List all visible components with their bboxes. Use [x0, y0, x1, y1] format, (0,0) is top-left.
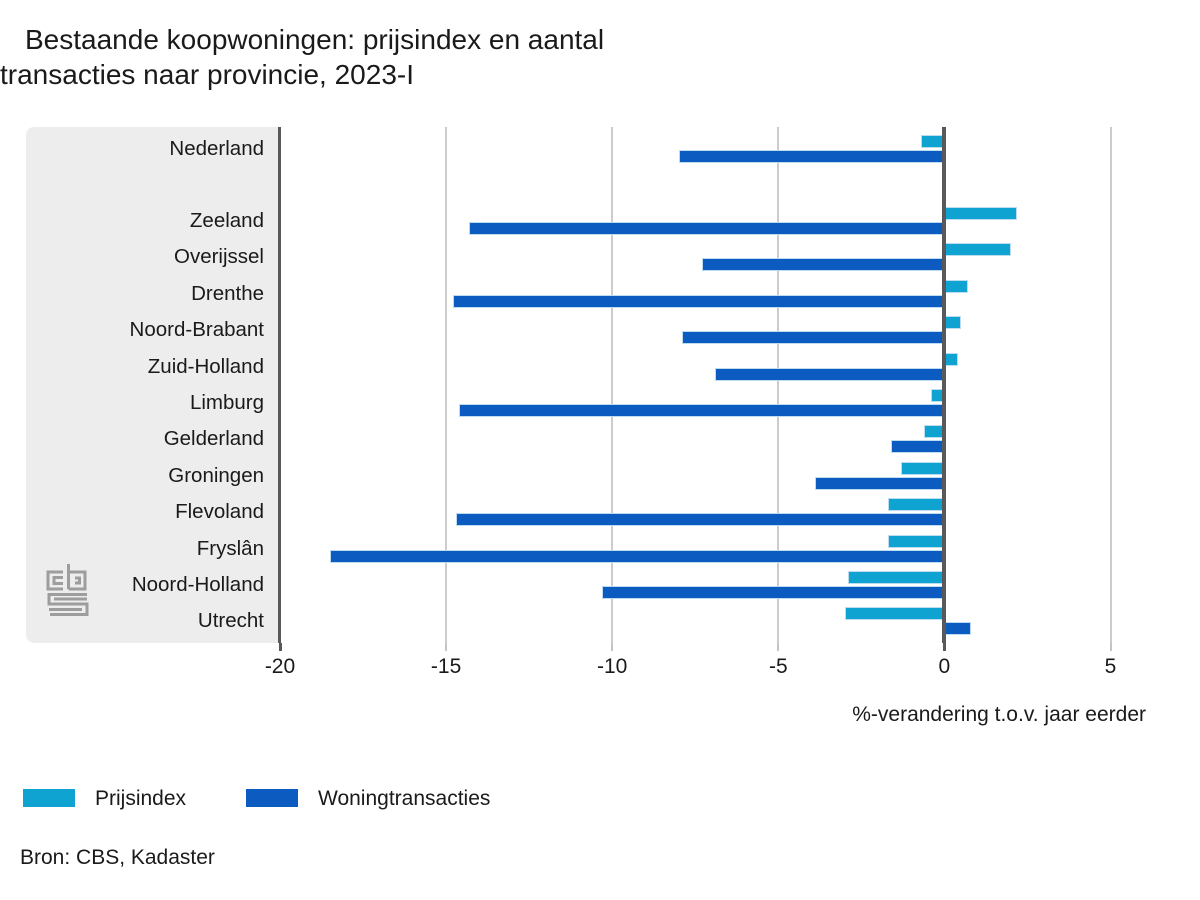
- bar-woningtransacties-drenthe: [452, 294, 945, 308]
- x-axis-tick: [445, 643, 448, 651]
- bar-woningtransacties-gelderland: [891, 440, 945, 454]
- legend-label-woningtransacties: Woningtransacties: [318, 787, 491, 810]
- bar-woningtransacties-groningen: [814, 476, 945, 490]
- category-label-limburg: Limburg: [189, 391, 264, 414]
- bar-woningtransacties-limburg: [459, 404, 945, 417]
- bar-woningtransacties-utrecht: [944, 622, 971, 636]
- x-tick-label: 0: [938, 655, 951, 678]
- bar-woningtransacties-overijssel: [701, 258, 945, 272]
- category-label-noord-holland: Noord-Holland: [131, 573, 264, 596]
- gridline: [611, 127, 614, 643]
- gridline: [1109, 127, 1112, 643]
- chart-title-line-1: Bestaande koopwoningen: prijsindex en aa…: [25, 24, 605, 55]
- x-axis-tick: [611, 643, 614, 651]
- gridline: [777, 127, 780, 643]
- zero-line: [942, 127, 947, 643]
- bar-woningtransacties-nederland: [678, 150, 945, 163]
- y-axis-line: [278, 127, 281, 643]
- legend-swatch-prijsindex: [23, 789, 75, 807]
- category-label-overijssel: Overijssel: [174, 245, 264, 269]
- bar-prijsindex-utrecht: [844, 607, 945, 621]
- bar-prijsindex-zeeland: [944, 207, 1018, 220]
- bar-woningtransacties-zuid-holland: [715, 367, 945, 381]
- category-label-nederland: Nederland: [169, 137, 264, 160]
- bar-woningtransacties-flevoland: [456, 513, 945, 527]
- gridline: [445, 127, 448, 643]
- bar-prijsindex-drenthe: [944, 279, 968, 293]
- category-label-groningen: Groningen: [168, 463, 264, 487]
- x-tick-label: -5: [768, 655, 788, 678]
- bar-woningtransacties-frysl-n: [329, 549, 945, 563]
- x-axis-tick: [943, 643, 947, 651]
- category-label-zeeland: Zeeland: [189, 209, 264, 232]
- x-tick-label: -10: [597, 655, 628, 678]
- source-note: Bron: CBS, Kadaster: [20, 846, 215, 869]
- x-axis-title: %-verandering t.o.v. jaar eerder: [852, 703, 1146, 726]
- bar-prijsindex-groningen: [901, 461, 945, 475]
- cbs-logo-icon: [46, 564, 89, 616]
- bar-prijsindex-overijssel: [944, 243, 1011, 257]
- x-tick-label: -20: [264, 655, 296, 678]
- bar-woningtransacties-zeeland: [469, 222, 945, 235]
- category-label-utrecht: Utrecht: [197, 609, 264, 633]
- bar-woningtransacties-noord-brabant: [681, 331, 945, 345]
- bar-prijsindex-nederland: [921, 135, 945, 148]
- chart-title-line-2: transacties naar provincie, 2023-I: [0, 59, 414, 90]
- category-panel: [26, 127, 279, 643]
- bar-prijsindex-flevoland: [887, 498, 945, 512]
- bar-prijsindex-noord-holland: [848, 571, 945, 584]
- bar-prijsindex-noord-brabant: [944, 316, 961, 330]
- x-axis-tick: [1109, 643, 1112, 651]
- x-axis-tick: [279, 643, 282, 651]
- legend-swatch-woningtransacties: [246, 789, 298, 807]
- chart-title: Bestaande koopwoningen: prijsindex en aa…: [0, 22, 820, 92]
- bar-prijsindex-frysl-n: [887, 534, 945, 548]
- category-label-flevoland: Flevoland: [175, 500, 264, 524]
- category-label-zuid-holland: Zuid-Holland: [147, 354, 264, 378]
- category-label-noord-brabant: Noord-Brabant: [129, 318, 264, 342]
- category-label-gelderland: Gelderland: [163, 427, 264, 451]
- x-axis-tick: [777, 643, 780, 651]
- bar-prijsindex-gelderland: [924, 425, 945, 439]
- bar-woningtransacties-noord-holland: [602, 586, 945, 599]
- x-tick-label: -15: [430, 655, 462, 678]
- category-label-frysl-n: Fryslân: [196, 536, 264, 560]
- legend-label-prijsindex: Prijsindex: [95, 787, 187, 810]
- category-label-drenthe: Drenthe: [191, 281, 264, 305]
- x-tick-label: 5: [1104, 655, 1117, 678]
